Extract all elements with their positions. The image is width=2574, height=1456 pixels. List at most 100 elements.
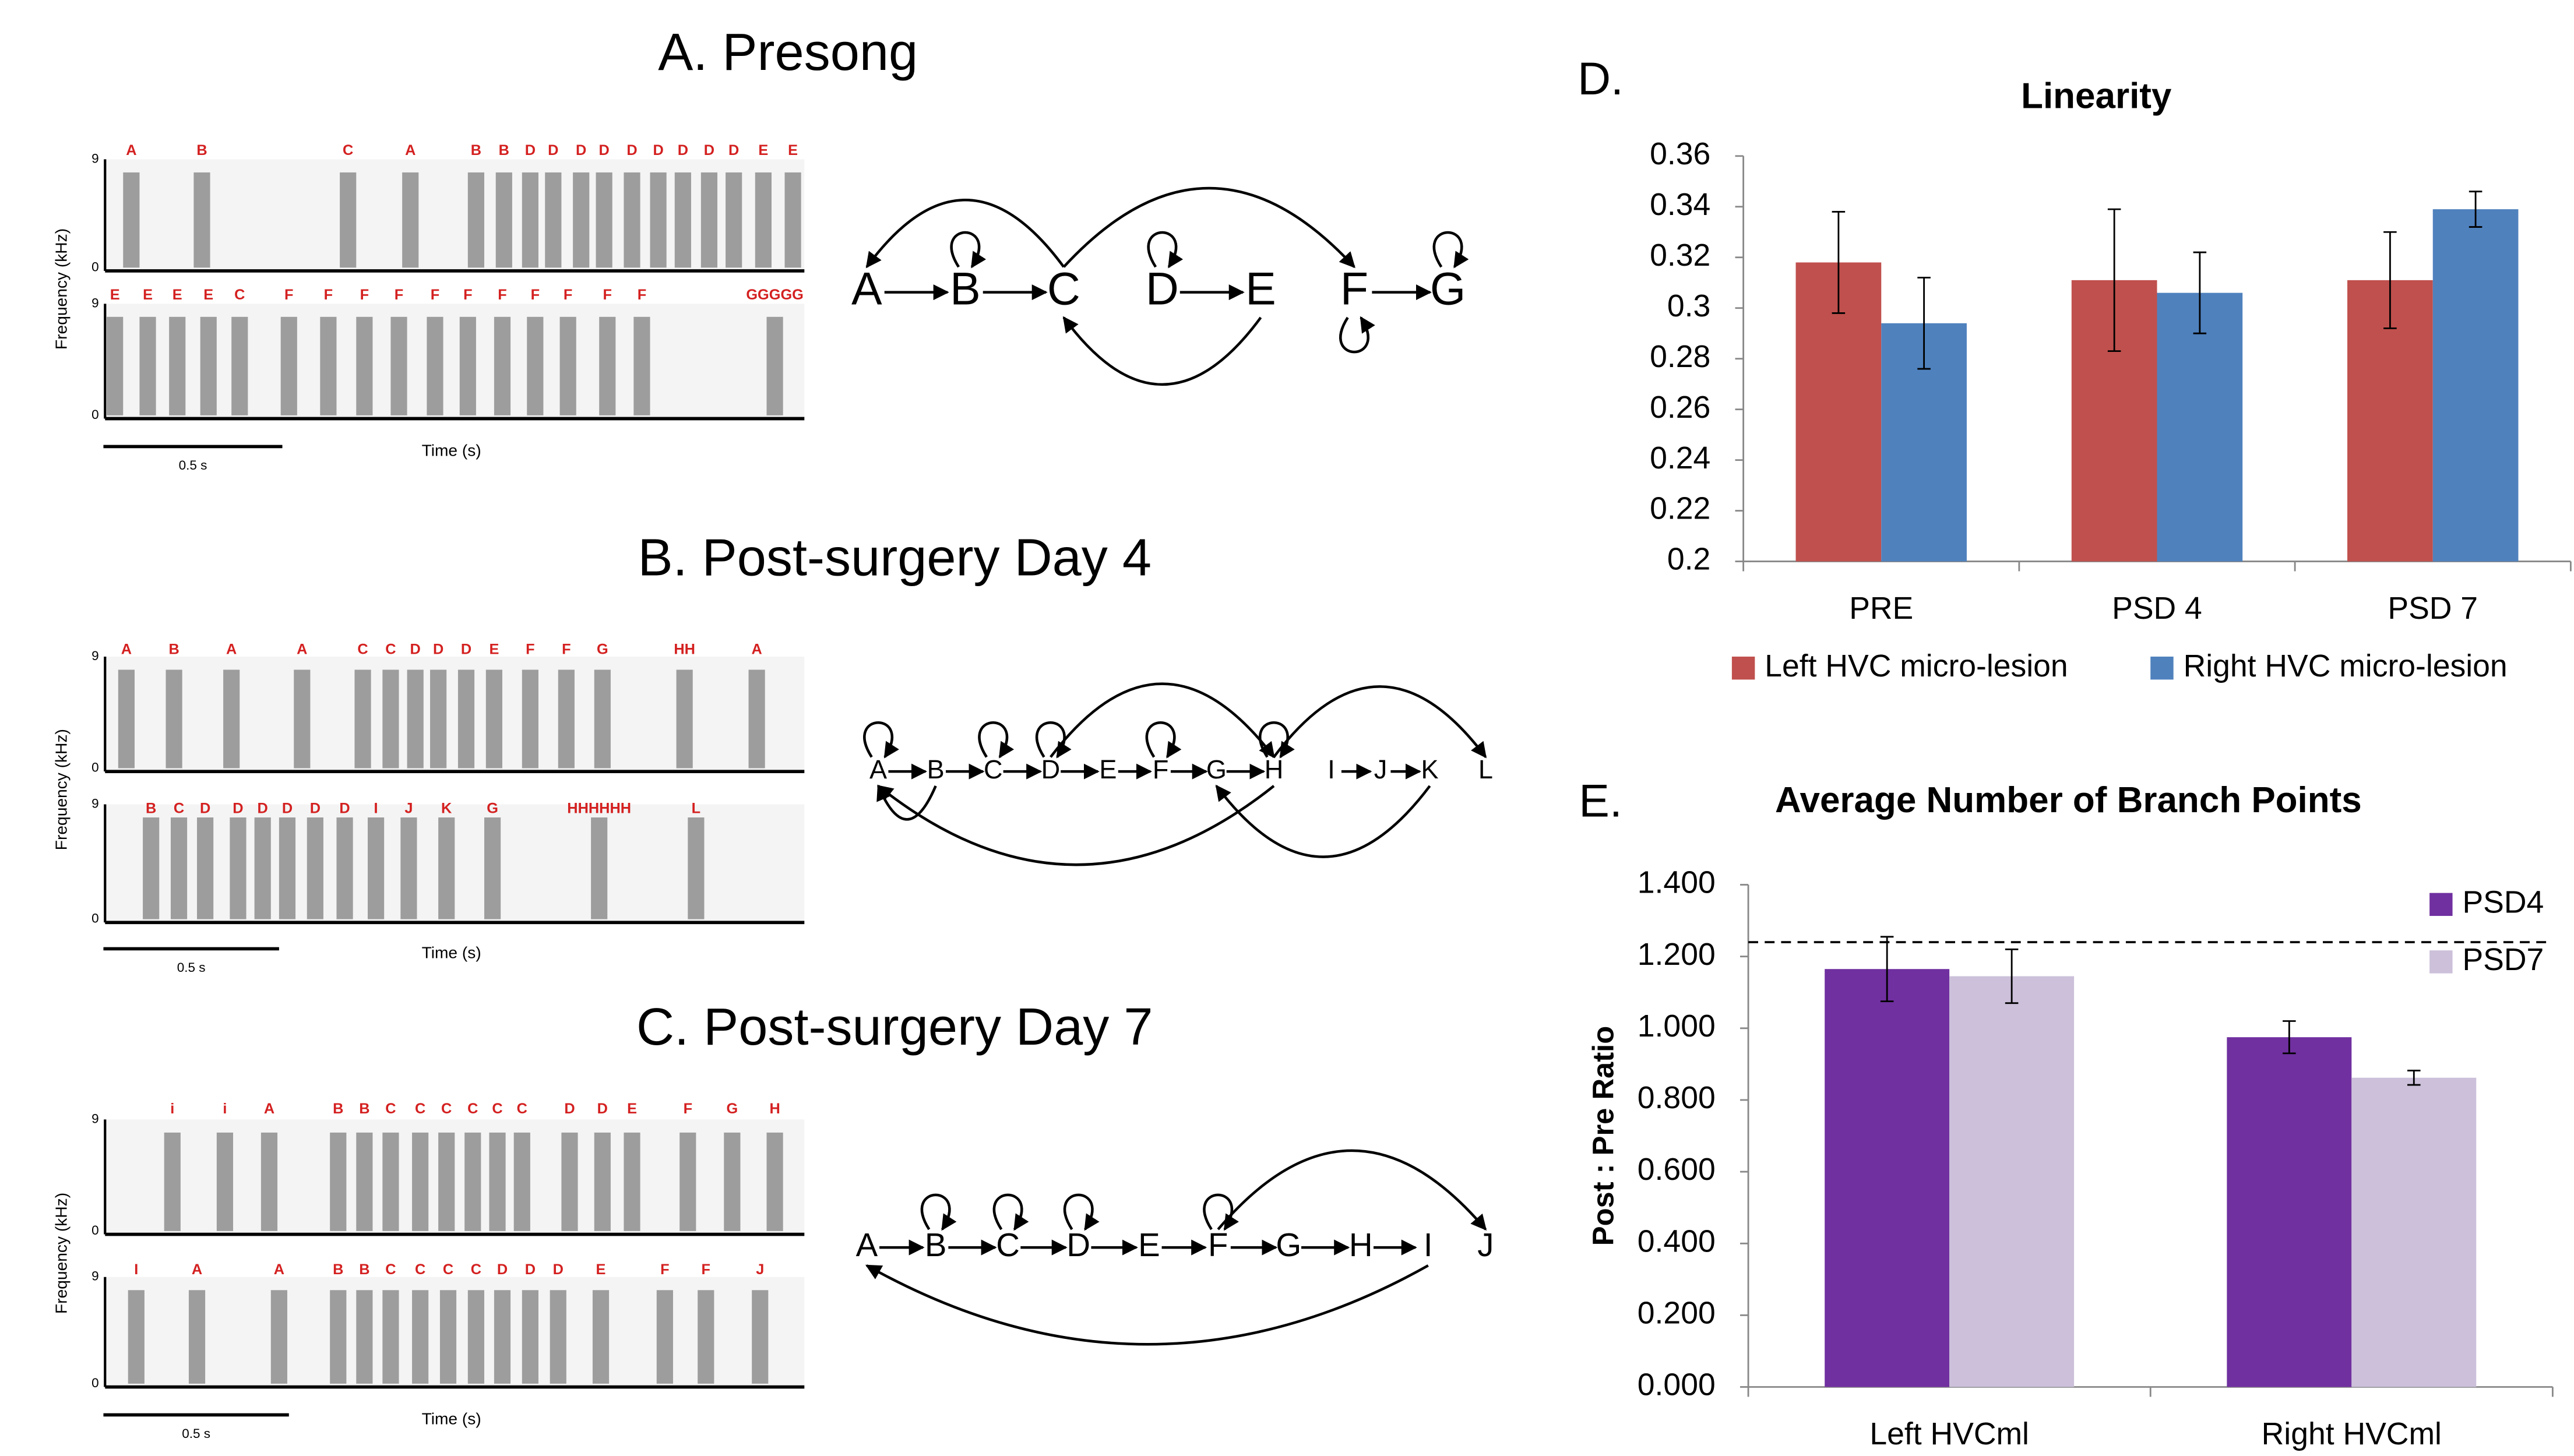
- loop: [1340, 318, 1368, 352]
- y-tick-label: 0.34: [1650, 188, 1710, 222]
- legend-swatch: [2429, 893, 2452, 916]
- syllable-label: D: [410, 641, 421, 657]
- syllable: [624, 172, 640, 267]
- syllable: [599, 317, 615, 415]
- syllable: [560, 317, 576, 415]
- syllable-label: F: [463, 287, 472, 303]
- node: E: [1099, 755, 1117, 784]
- syllable-label: D: [678, 142, 688, 158]
- syllable: [330, 1133, 346, 1231]
- arc: [867, 1265, 1428, 1344]
- syllable: [545, 172, 561, 267]
- arc: [878, 786, 1274, 865]
- syllable-label: D: [564, 1101, 575, 1117]
- node: D: [1041, 755, 1061, 784]
- syllable-label: C: [385, 641, 396, 657]
- node: G: [1276, 1226, 1301, 1263]
- y-tick-label: 0.3: [1667, 289, 1710, 323]
- syllable: [402, 172, 418, 267]
- syllable: [755, 172, 772, 267]
- y-tick-label: 0.800: [1638, 1081, 1716, 1115]
- syllable-label: I: [134, 1261, 138, 1278]
- spectrogram: [107, 657, 804, 771]
- legend-label: PSD7: [2462, 943, 2544, 977]
- syllable: [657, 1290, 673, 1384]
- syllable: [438, 817, 455, 919]
- syllable-label: D: [282, 801, 293, 817]
- x-tick-label: Right HVCml: [2262, 1417, 2442, 1451]
- x-tick-label: PSD 4: [2112, 591, 2202, 626]
- syllable-label: C: [415, 1261, 425, 1278]
- syllable: [197, 817, 213, 919]
- syllable-label: A: [121, 641, 132, 657]
- syllable-label: A: [405, 142, 415, 158]
- syllable: [494, 317, 510, 415]
- syllable-label: A: [751, 641, 762, 657]
- chart-title: Linearity: [2021, 76, 2172, 117]
- freq-label: Frequency (kHz): [52, 228, 70, 350]
- node: H: [1349, 1226, 1373, 1263]
- x-tick-label: Left HVCml: [1869, 1417, 2029, 1451]
- y-tick-label: 0.2: [1667, 542, 1710, 577]
- y-tick-label: 0.200: [1638, 1296, 1716, 1331]
- y-tick-label: 0.000: [1638, 1368, 1716, 1402]
- loop: [980, 722, 1007, 757]
- syllable: [594, 669, 611, 768]
- syllable: [749, 669, 765, 768]
- node: B: [925, 1226, 947, 1263]
- syllable-label: C: [441, 1101, 452, 1117]
- syllable-label: C: [343, 142, 353, 158]
- scale-label: 0.5 s: [177, 960, 206, 975]
- syllable: [573, 172, 589, 267]
- syllable-label: B: [359, 1261, 369, 1278]
- y-tick-label: 0.36: [1650, 137, 1710, 171]
- syllable-label: B: [333, 1261, 343, 1278]
- freq-tick: 9: [91, 796, 99, 810]
- syllable-label: F: [562, 641, 571, 657]
- syllable-label: H: [769, 1101, 780, 1117]
- syllable: [390, 317, 407, 415]
- syllable: [400, 817, 417, 919]
- syllable: [550, 1290, 566, 1384]
- syllable: [356, 1290, 372, 1384]
- syllable: [486, 669, 502, 768]
- syllable: [307, 817, 323, 919]
- syllable-label: D: [339, 801, 350, 817]
- arc: [1064, 188, 1354, 267]
- syllable-label: HH: [674, 641, 695, 657]
- syllable: [223, 669, 240, 768]
- syllable: [591, 817, 607, 919]
- syllable: [193, 172, 210, 267]
- syllable: [164, 1133, 181, 1231]
- freq-tick: 0: [91, 407, 99, 422]
- syllable-label: D: [310, 801, 321, 817]
- freq-tick: 9: [91, 648, 99, 663]
- syllable: [767, 1133, 783, 1231]
- syllable-label: C: [467, 1101, 478, 1117]
- syllable: [724, 1133, 740, 1231]
- bar: [2351, 1078, 2476, 1387]
- syllable: [189, 1290, 205, 1384]
- syllable: [594, 1133, 611, 1231]
- syllable-label: D: [200, 801, 210, 817]
- syllable-label: E: [758, 142, 768, 158]
- y-tick-label: 0.28: [1650, 340, 1710, 374]
- bar: [1949, 976, 2074, 1387]
- syllable-label: F: [284, 287, 293, 303]
- freq-tick: 9: [91, 151, 99, 165]
- loop: [952, 232, 979, 267]
- syllable: [294, 669, 310, 768]
- syllable-label: J: [404, 801, 413, 817]
- syllable-label: F: [498, 287, 506, 303]
- syllable-label: B: [168, 641, 179, 657]
- syllable-label: F: [660, 1261, 669, 1278]
- syllable: [633, 317, 650, 415]
- panel-title: B. Post-surgery Day 4: [638, 528, 1152, 587]
- syllable-label: E: [627, 1101, 637, 1117]
- y-axis-label: Post : Pre Ratio: [1586, 1026, 1619, 1246]
- syllable: [412, 1290, 428, 1384]
- syllable: [281, 317, 297, 415]
- syllable-label: F: [638, 287, 646, 303]
- arc: [1064, 318, 1260, 385]
- node: D: [1146, 263, 1179, 314]
